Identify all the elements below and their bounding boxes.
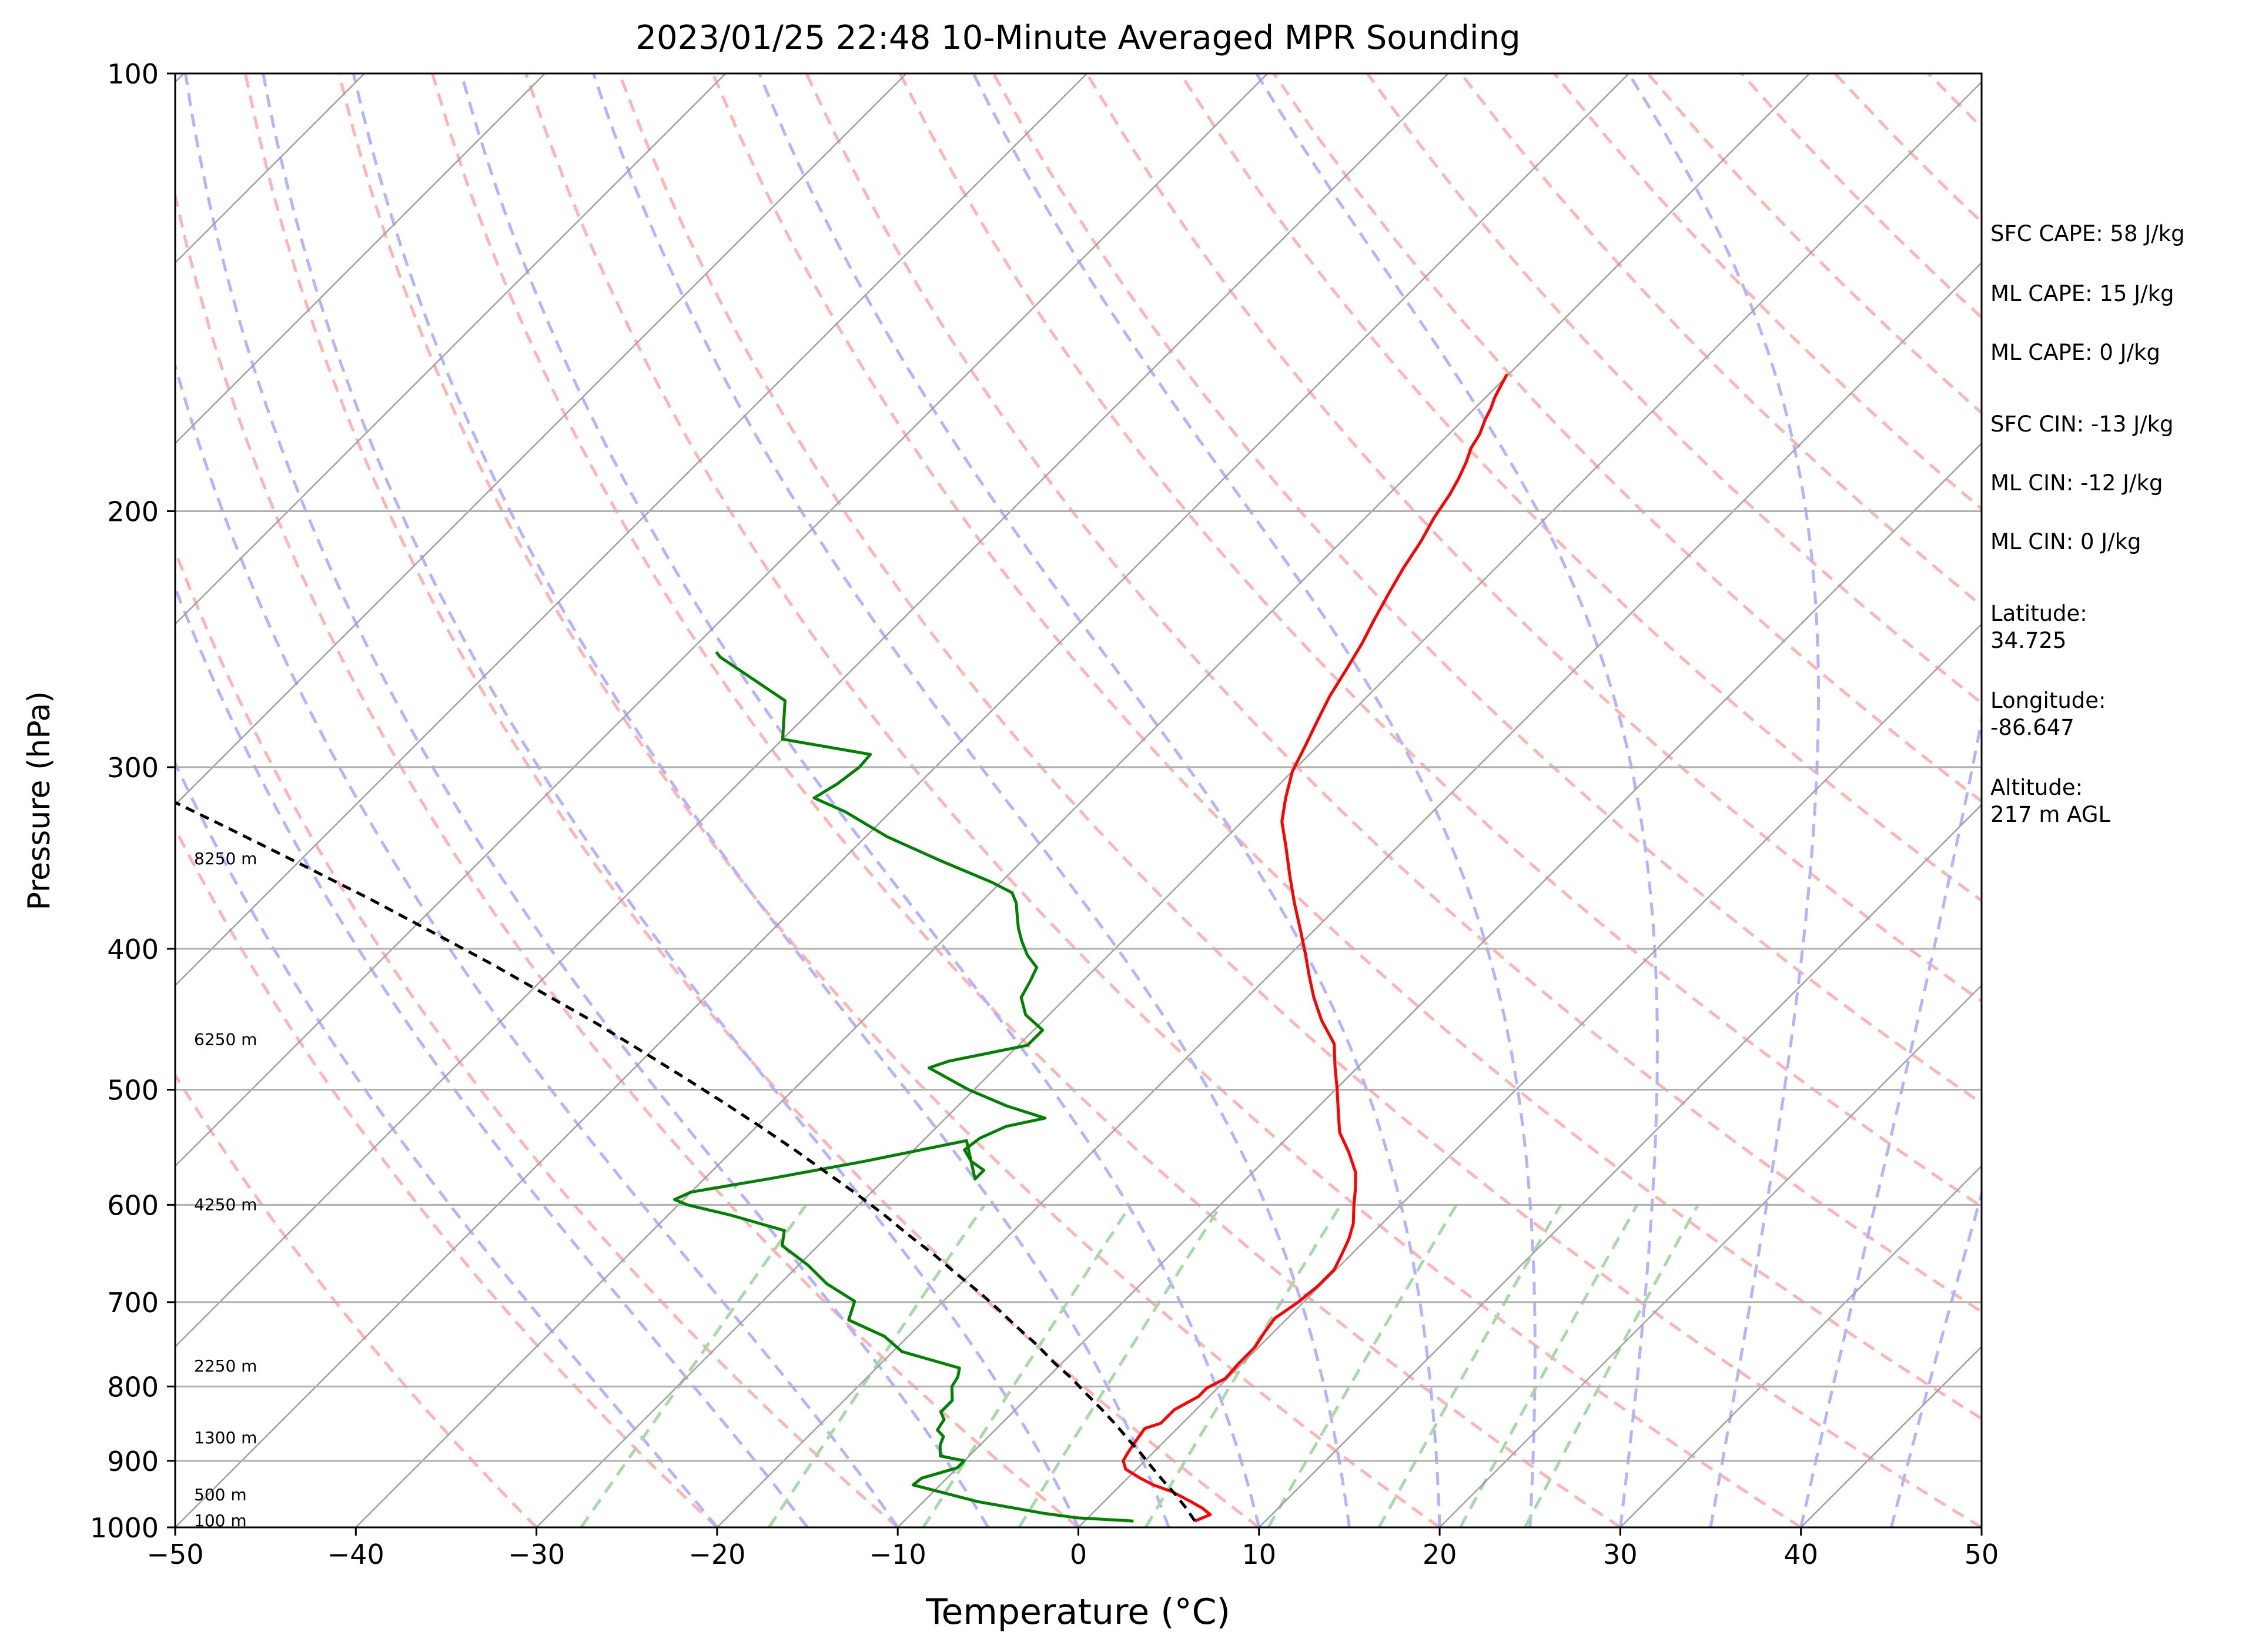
isotherm bbox=[175, 73, 1629, 1527]
isotherm bbox=[175, 73, 1269, 1168]
annotations: SFC CAPE: 58 J/kg ML CAPE: 15 J/kg ML CAPE… bbox=[1990, 221, 2185, 827]
x-tick-label: 10 bbox=[1242, 1539, 1277, 1570]
axes: −50 −40 −30 −20 −10 0 10 20 30 40 50 100 200 300 400 50… bbox=[90, 58, 1999, 1570]
parcel-path-line bbox=[175, 801, 1196, 1522]
mixing-ratio-line bbox=[1018, 1204, 1223, 1527]
height-label: 100 m bbox=[194, 1511, 247, 1530]
y-tick-label: 900 bbox=[107, 1446, 159, 1477]
height-label: 2250 m bbox=[194, 1356, 257, 1376]
dry-adiabat bbox=[175, 1072, 538, 1527]
dry-adiabat bbox=[175, 547, 899, 1527]
y-tick-label: 100 bbox=[107, 58, 159, 90]
dry-adiabat bbox=[431, 73, 1621, 1527]
y-tick-label: 700 bbox=[107, 1287, 159, 1319]
x-tick-label: 0 bbox=[1070, 1539, 1087, 1570]
y-tick-label: 200 bbox=[107, 496, 159, 527]
annotation-text: ML CIN: -12 J/kg bbox=[1990, 470, 2163, 496]
y-axis-label: Pressure (hPa) bbox=[22, 691, 57, 911]
moist-adiabat bbox=[1889, 1189, 1982, 1527]
height-label: 500 m bbox=[194, 1485, 247, 1504]
x-axis-label: Temperature (°C) bbox=[925, 1591, 1230, 1633]
moist-adiabat bbox=[972, 73, 1537, 1527]
annotation-text: SFC CAPE: 58 J/kg bbox=[1990, 221, 2185, 246]
moist-adiabat bbox=[175, 360, 899, 1527]
isotherm bbox=[175, 73, 546, 444]
x-tick-label: 30 bbox=[1603, 1539, 1638, 1570]
dry-adiabat bbox=[618, 73, 1982, 1527]
moist-adiabat bbox=[758, 73, 1441, 1527]
isotherm bbox=[175, 73, 1087, 986]
moist-adiabat bbox=[175, 583, 809, 1527]
height-label: 4250 m bbox=[194, 1195, 257, 1214]
annotation-text: Latitude: bbox=[1990, 601, 2087, 626]
isotherm bbox=[1439, 984, 1982, 1527]
dry-adiabat bbox=[243, 73, 1260, 1527]
isotherm bbox=[717, 262, 1982, 1527]
background-lines bbox=[175, 73, 1982, 1527]
x-tick-label: 20 bbox=[1423, 1539, 1457, 1570]
y-tick-label: 500 bbox=[107, 1075, 159, 1106]
data-lines: 8250 m 6250 m 4250 m 2250 m 1300 m 500 m 100 m bbox=[175, 373, 1508, 1530]
x-tick-label: 50 bbox=[1965, 1539, 1999, 1570]
moist-adiabat bbox=[1799, 713, 1982, 1527]
annotation-text: ML CAPE: 15 J/kg bbox=[1990, 281, 2174, 306]
dry-adiabat bbox=[711, 73, 1982, 1420]
isotherm bbox=[897, 442, 1982, 1527]
isotherm bbox=[175, 73, 907, 806]
x-tick-label: 40 bbox=[1783, 1539, 1818, 1570]
annotation-text: ML CIN: 0 J/kg bbox=[1990, 529, 2141, 554]
y-tick-label: 400 bbox=[107, 934, 159, 965]
y-tick-label: 800 bbox=[107, 1371, 159, 1403]
mixing-ratio-line bbox=[1267, 1204, 1458, 1527]
isotherm bbox=[536, 81, 1982, 1527]
x-tick-label: −50 bbox=[146, 1539, 203, 1570]
dry-adiabat bbox=[175, 825, 718, 1527]
isotherm bbox=[1619, 1165, 1982, 1527]
isotherm bbox=[355, 73, 1811, 1527]
dry-adiabat bbox=[337, 73, 1441, 1527]
isotherm bbox=[1258, 804, 1982, 1527]
dry-adiabat bbox=[175, 189, 1080, 1527]
isotherm bbox=[175, 73, 727, 626]
dry-adiabat bbox=[524, 73, 1802, 1527]
annotation-text: SFC CIN: -13 J/kg bbox=[1990, 412, 2174, 437]
annotation-value: -86.647 bbox=[1990, 715, 2074, 740]
y-tick-label: 1000 bbox=[90, 1512, 159, 1544]
dry-adiabat bbox=[1085, 73, 1982, 1004]
chart-title: 2023/01/25 22:48 10-Minute Averaged MPR … bbox=[635, 19, 1520, 57]
dry-adiabat bbox=[992, 73, 1982, 1105]
x-tick-label: −10 bbox=[869, 1539, 926, 1570]
dry-adiabat bbox=[898, 73, 1982, 1209]
isotherm bbox=[175, 73, 1449, 1348]
annotation-value: 34.725 bbox=[1990, 628, 2066, 653]
moist-adiabat bbox=[262, 73, 1080, 1527]
height-label: 8250 m bbox=[194, 849, 257, 868]
annotation-value: 217 m AGL bbox=[1990, 802, 2111, 827]
temperature-line bbox=[1122, 373, 1508, 1523]
height-label: 1300 m bbox=[194, 1428, 257, 1447]
mixing-ratio-line bbox=[1144, 1204, 1343, 1527]
dry-adiabat bbox=[805, 73, 1982, 1314]
x-tick-label: −20 bbox=[688, 1539, 745, 1570]
moist-adiabat bbox=[352, 73, 1170, 1527]
moist-adiabat bbox=[184, 73, 989, 1527]
x-tick-label: −30 bbox=[508, 1539, 565, 1570]
dewpoint-line bbox=[673, 651, 1134, 1523]
annotation-text: Altitude: bbox=[1990, 775, 2083, 800]
moist-adiabat bbox=[175, 760, 718, 1527]
mixing-ratio-line bbox=[768, 1203, 986, 1527]
height-label: 6250 m bbox=[194, 1030, 257, 1049]
dry-adiabat bbox=[1273, 73, 1982, 803]
y-tick-label: 600 bbox=[107, 1189, 159, 1221]
annotation-text: ML CAPE: 0 J/kg bbox=[1990, 340, 2160, 365]
moist-adiabat bbox=[1627, 73, 1820, 1527]
x-tick-label: −40 bbox=[327, 1539, 384, 1570]
annotation-text: Longitude: bbox=[1990, 688, 2106, 713]
y-tick-label: 300 bbox=[107, 752, 159, 784]
moist-adiabat bbox=[592, 73, 1351, 1527]
mixing-ratio-line bbox=[922, 1204, 1132, 1527]
mixing-ratio-line bbox=[1377, 1204, 1562, 1527]
